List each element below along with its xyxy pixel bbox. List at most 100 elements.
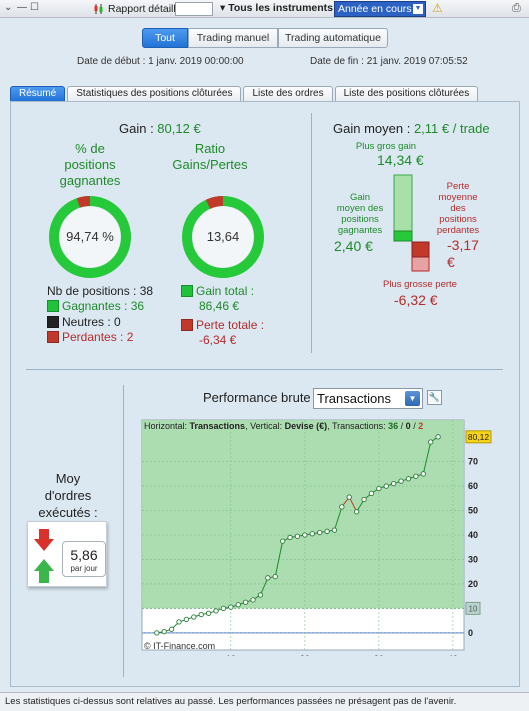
avg-losing-label-line: perdantes bbox=[436, 225, 480, 236]
warning-icon[interactable]: ⚠ bbox=[432, 1, 443, 15]
data-point[interactable] bbox=[213, 608, 219, 614]
data-point[interactable] bbox=[183, 616, 190, 623]
start-date: Date de début : 1 janv. 2019 00:00:00 bbox=[77, 56, 244, 67]
data-point[interactable] bbox=[354, 509, 360, 515]
data-point[interactable] bbox=[368, 490, 375, 497]
data-point[interactable] bbox=[272, 573, 278, 580]
tab-resume[interactable]: Résumé bbox=[10, 86, 66, 101]
data-point[interactable] bbox=[331, 527, 338, 533]
data-point[interactable] bbox=[228, 604, 234, 610]
maximize-icon[interactable]: ☐ bbox=[30, 2, 39, 13]
data-point[interactable] bbox=[346, 494, 352, 500]
collapse-icon[interactable]: ⌄ bbox=[4, 2, 13, 13]
ratio-title: Ratio Gains/Pertes bbox=[160, 141, 260, 173]
data-point[interactable] bbox=[198, 611, 204, 618]
chart-grid bbox=[142, 420, 464, 650]
data-point[interactable] bbox=[376, 485, 382, 492]
chevron-down-icon: ▼ bbox=[413, 4, 423, 14]
data-point[interactable] bbox=[413, 473, 419, 479]
data-point[interactable] bbox=[302, 532, 308, 538]
donut-hole bbox=[192, 206, 254, 268]
candlestick-chart-icon bbox=[94, 4, 103, 14]
header-wins: 36 bbox=[388, 421, 398, 431]
tab-orders[interactable]: Liste des ordres bbox=[243, 86, 333, 101]
avg-loss-bar bbox=[411, 241, 430, 258]
performance-title: Performance brute bbox=[203, 390, 311, 405]
data-point[interactable] bbox=[235, 602, 241, 608]
mode-auto-button[interactable]: Trading automatique bbox=[278, 28, 388, 48]
average-gain-value: 2,11 € / trade bbox=[413, 121, 490, 136]
data-point[interactable] bbox=[317, 529, 323, 536]
data-point[interactable] bbox=[309, 531, 315, 537]
donut-red-segment bbox=[182, 196, 264, 278]
report-label[interactable]: Rapport détaillé bbox=[108, 3, 182, 15]
period-select[interactable]: Année en cours ▼ bbox=[334, 1, 426, 17]
data-point[interactable] bbox=[383, 483, 389, 489]
y-tick-label: 60 bbox=[468, 481, 478, 491]
header-sep: / bbox=[398, 421, 406, 431]
data-point[interactable] bbox=[420, 471, 426, 477]
data-point[interactable] bbox=[428, 439, 434, 445]
data-point[interactable] bbox=[265, 575, 271, 581]
instruments-dropdown[interactable]: ▾ Tous les instruments bbox=[220, 2, 334, 14]
data-point[interactable] bbox=[168, 626, 175, 632]
report-input[interactable] bbox=[175, 2, 213, 16]
data-point[interactable] bbox=[220, 605, 227, 612]
neutral-count: Neutres : 0 bbox=[47, 315, 121, 330]
pct-winning-donut bbox=[49, 196, 131, 278]
header-h-value: Transactions bbox=[190, 421, 246, 431]
performance-select[interactable]: Transactions ▼ bbox=[313, 388, 423, 409]
data-point[interactable] bbox=[161, 628, 167, 635]
losing-count: Perdantes : 2 bbox=[47, 330, 133, 345]
data-point[interactable] bbox=[154, 630, 160, 636]
mode-tout-button[interactable]: Tout bbox=[142, 28, 188, 48]
report-tabs: Résumé Statistiques des positions clôtur… bbox=[10, 86, 480, 101]
data-point[interactable] bbox=[405, 476, 412, 482]
data-point[interactable] bbox=[391, 480, 397, 487]
y-tick-label: 0 bbox=[468, 628, 473, 638]
green-legend-square bbox=[47, 300, 59, 312]
equity-series bbox=[154, 434, 441, 636]
data-point[interactable] bbox=[250, 597, 256, 603]
data-point[interactable] bbox=[257, 592, 264, 598]
series-segment bbox=[274, 541, 284, 577]
avg-losing-value-line: € bbox=[447, 254, 455, 270]
chart-header: Horizontal: Transactions, Vertical: Devi… bbox=[144, 421, 423, 431]
data-point[interactable] bbox=[339, 504, 345, 510]
neutral-count-text: Neutres : 0 bbox=[62, 315, 121, 329]
mode-manual-button[interactable]: Trading manuel bbox=[188, 28, 278, 48]
total-gain: Gain total : bbox=[181, 284, 254, 299]
avg-orders-label-line: d'ordres bbox=[44, 488, 92, 503]
data-point[interactable] bbox=[435, 434, 441, 440]
avg-losing-label-line: moyenne bbox=[438, 192, 478, 203]
marker-badge-label: 10 bbox=[469, 604, 478, 613]
minimize-icon[interactable]: — bbox=[17, 2, 27, 13]
performance-select-value: Transactions bbox=[317, 391, 391, 406]
avg-orders-label-line: exécutés : bbox=[38, 505, 98, 520]
data-point[interactable] bbox=[242, 599, 249, 605]
tab-stats-closed[interactable]: Statistiques des positions clôturées bbox=[67, 86, 242, 101]
data-point[interactable] bbox=[205, 610, 212, 616]
header-neutral: 0 bbox=[406, 421, 411, 431]
avg-winning-value: 2,40 € bbox=[334, 238, 373, 254]
avg-losing-label: Perte moyenne des positions perdantes bbox=[432, 181, 484, 236]
settings-wrench-icon[interactable]: 🔧 bbox=[427, 390, 442, 405]
last-value-label: 80,12 bbox=[468, 432, 490, 442]
data-point[interactable] bbox=[398, 478, 404, 484]
data-point[interactable] bbox=[294, 533, 301, 539]
avg-winning-label-line: positions bbox=[341, 214, 379, 225]
data-point[interactable] bbox=[287, 534, 293, 541]
x-tick-label: 30 bbox=[374, 654, 384, 656]
print-icon[interactable]: ⎙ bbox=[512, 2, 521, 14]
data-point[interactable] bbox=[361, 496, 367, 503]
data-point[interactable] bbox=[324, 528, 330, 534]
header-h-label: Horizontal: bbox=[144, 421, 190, 431]
data-point[interactable] bbox=[191, 614, 197, 620]
avg-losing-label-line: Perte bbox=[446, 181, 470, 192]
data-point[interactable] bbox=[279, 538, 286, 544]
data-point[interactable] bbox=[176, 619, 182, 625]
ratio-title-line: Ratio bbox=[194, 141, 226, 156]
pct-title-line: positions bbox=[64, 157, 116, 172]
header-sep: / bbox=[411, 421, 419, 431]
tab-closed-positions[interactable]: Liste des positions clôturées bbox=[334, 86, 479, 101]
